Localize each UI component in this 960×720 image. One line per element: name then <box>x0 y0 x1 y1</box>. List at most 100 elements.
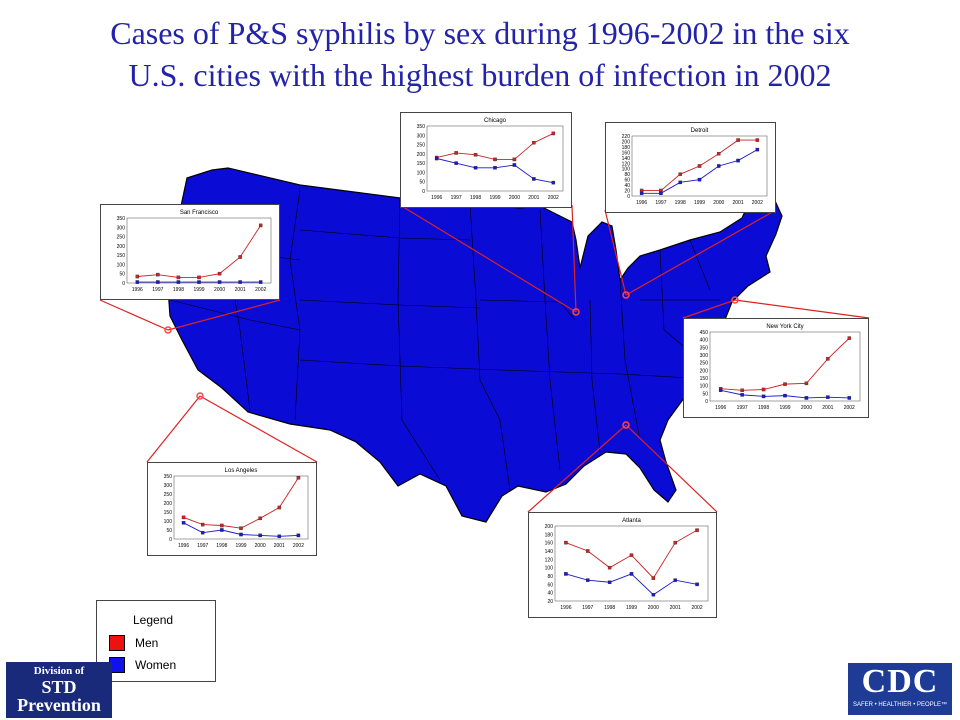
marker-los-angeles <box>196 392 204 400</box>
legend-item-women: Women <box>109 657 176 673</box>
data-point-women <box>847 396 852 400</box>
y-tick-label: 20 <box>624 189 630 195</box>
data-point-men <box>740 388 744 393</box>
legend-title: Legend <box>133 613 174 627</box>
marker-atlanta <box>622 421 630 429</box>
x-tick-label: 1996 <box>178 543 189 549</box>
data-point-men <box>176 275 181 280</box>
data-point-women <box>217 280 222 284</box>
y-tick-label: 60 <box>624 178 630 184</box>
y-tick-label: 300 <box>700 353 709 359</box>
data-point-men <box>512 157 517 162</box>
y-tick-label: 0 <box>169 537 172 543</box>
data-point-women <box>740 393 744 397</box>
marker-detroit <box>622 291 630 299</box>
y-tick-label: 40 <box>624 183 630 189</box>
data-point-women <box>717 164 721 168</box>
data-point-women <box>197 280 201 284</box>
data-point-women <box>659 191 663 196</box>
data-point-women <box>277 534 282 539</box>
x-tick-label: 1997 <box>451 195 462 201</box>
data-point-men <box>197 275 201 280</box>
y-tick-label: 0 <box>705 399 708 405</box>
data-point-women <box>200 530 205 535</box>
x-tick-label: 1996 <box>560 605 571 611</box>
legend-label-men: Men <box>135 636 159 650</box>
chart-new-york-city: New York City 0 50 100 150 200 250 300 350 400 450… <box>683 318 869 418</box>
data-point-women <box>736 158 740 163</box>
y-tick-label: 20 <box>547 599 553 605</box>
data-point-women <box>678 180 682 185</box>
plot-area <box>126 217 272 284</box>
title-line-1: Cases of P&S syphilis by sex during 1996… <box>110 15 850 51</box>
data-point-men <box>804 381 809 386</box>
y-tick-label: 140 <box>545 549 554 555</box>
x-tick-label: 2002 <box>255 287 266 293</box>
chart-svg: Los Angeles 0 50 100 150 200 250 300 350 1996 1997… <box>164 468 309 549</box>
x-tick-label: 2000 <box>801 405 812 411</box>
x-tick-label: 1997 <box>582 605 593 611</box>
y-tick-label: 80 <box>624 172 630 178</box>
data-point-women <box>239 532 243 537</box>
y-tick-label: 250 <box>417 143 426 149</box>
data-point-women <box>258 533 262 538</box>
y-tick-label: 200 <box>417 152 426 158</box>
data-point-men <box>551 131 556 136</box>
x-tick-label: 1998 <box>604 605 615 611</box>
data-point-women <box>804 396 809 400</box>
y-tick-label: 160 <box>545 541 554 547</box>
data-point-men <box>586 549 590 553</box>
data-point-men <box>695 528 699 532</box>
data-point-men <box>755 138 760 142</box>
title-line-2: U.S. cities with the highest burden of i… <box>128 57 832 93</box>
data-point-women <box>135 280 140 284</box>
data-point-women <box>673 578 677 582</box>
chart-detroit: Detroit 0 20 40 60 80 100 120 140 160 180 200 220 199… <box>605 122 776 213</box>
data-point-men <box>135 274 140 279</box>
data-point-women <box>454 161 458 165</box>
connector-lines <box>99 204 870 513</box>
y-tick-label: 220 <box>622 134 631 140</box>
y-tick-label: 250 <box>700 361 709 367</box>
x-tick-label: 2002 <box>844 405 855 411</box>
y-tick-label: 200 <box>545 524 554 530</box>
data-point-women <box>551 180 556 185</box>
data-point-men <box>564 540 568 545</box>
data-point-men <box>607 565 612 570</box>
x-tick-label: 2002 <box>293 543 304 549</box>
data-point-women <box>639 191 644 196</box>
x-tick-label: 1999 <box>694 200 705 206</box>
y-tick-label: 50 <box>419 180 425 186</box>
data-point-men <box>847 336 852 340</box>
data-point-men <box>200 522 205 527</box>
data-point-men <box>181 515 186 520</box>
data-point-women <box>607 580 612 585</box>
x-tick-label: 1997 <box>152 287 163 293</box>
data-point-men <box>673 540 677 545</box>
y-tick-label: 180 <box>622 145 631 151</box>
y-tick-label: 250 <box>117 235 126 241</box>
data-point-men <box>678 172 682 176</box>
y-tick-label: 100 <box>417 170 426 176</box>
x-tick-label: 1999 <box>235 543 246 549</box>
x-tick-label: 2001 <box>670 605 681 611</box>
x-tick-label: 1997 <box>737 405 748 411</box>
chart-title: Los Angeles <box>225 468 258 474</box>
x-tick-label: 2001 <box>274 543 285 549</box>
y-tick-label: 350 <box>417 124 426 130</box>
city-markers <box>164 291 739 429</box>
cdc-logo: CDC SAFER • HEALTHIER • PEOPLE™ <box>848 663 952 715</box>
y-tick-label: 350 <box>117 216 126 222</box>
legend: Legend Men Women <box>96 600 216 682</box>
y-tick-label: 100 <box>117 262 126 268</box>
x-tick-label: 1996 <box>132 287 143 293</box>
data-point-men <box>217 271 222 276</box>
y-tick-label: 0 <box>627 194 630 200</box>
y-tick-label: 350 <box>164 474 173 480</box>
y-tick-label: 200 <box>700 368 709 374</box>
x-tick-label: 2002 <box>692 605 703 611</box>
data-point-women <box>826 395 830 399</box>
